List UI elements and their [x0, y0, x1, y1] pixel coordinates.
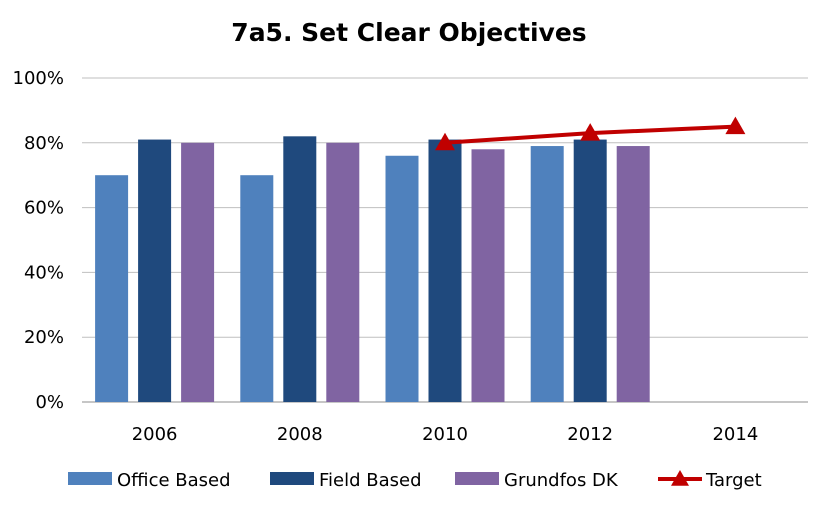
y-axis-ticks: 0% 20% 40% 60% 80% 100%: [13, 68, 64, 413]
legend-item-grundfos-dk: Grundfos DK: [455, 470, 619, 491]
target-line-layer: [435, 116, 746, 151]
target-marker: [725, 116, 746, 135]
bar-grundfos-dk-2006: [181, 142, 215, 403]
legend-label: Grundfos DK: [504, 470, 619, 491]
bar-office-based-2006: [95, 175, 129, 402]
legend-swatch: [270, 472, 314, 485]
legend-swatch: [455, 472, 499, 485]
bar-office-based-2010: [385, 155, 419, 402]
legend-item-field-based: Field Based: [270, 470, 422, 491]
y-tick-label: 60%: [24, 198, 64, 219]
x-tick-label: 2006: [132, 424, 178, 445]
x-axis-ticks: 2006 2008 2010 2012 2014: [132, 424, 759, 445]
bar-field-based-2006: [138, 139, 172, 402]
bar-field-based-2008: [283, 136, 317, 402]
legend-swatch: [68, 472, 112, 485]
bar-grundfos-dk-2012: [616, 146, 650, 402]
target-marker: [435, 132, 455, 151]
legend-label: Office Based: [117, 470, 231, 491]
legend-item-target: Target: [658, 470, 762, 491]
bar-field-based-2010: [428, 139, 462, 402]
legend-label: Field Based: [319, 470, 422, 491]
y-tick-label: 40%: [24, 262, 64, 283]
bar-office-based-2012: [530, 146, 564, 402]
bar-office-based-2008: [240, 175, 274, 402]
y-tick-label: 80%: [24, 133, 64, 154]
y-tick-label: 100%: [13, 68, 64, 89]
legend-label: Target: [705, 470, 762, 491]
legend: Office Based Field Based Grundfos DK Target: [68, 470, 762, 491]
x-tick-label: 2008: [277, 424, 323, 445]
bar-grundfos-dk-2010: [471, 149, 505, 402]
x-tick-label: 2014: [712, 424, 758, 445]
x-tick-label: 2010: [422, 424, 468, 445]
chart-title: 7a5. Set Clear Objectives: [231, 18, 586, 47]
y-tick-label: 20%: [24, 327, 64, 348]
x-tick-label: 2012: [567, 424, 613, 445]
bar-field-based-2012: [573, 139, 607, 402]
target-marker: [580, 123, 601, 141]
legend-marker: [671, 470, 689, 486]
legend-item-office-based: Office Based: [68, 470, 231, 491]
bars: [95, 136, 650, 403]
bar-grundfos-dk-2008: [326, 142, 360, 403]
y-tick-label: 0%: [35, 392, 64, 413]
